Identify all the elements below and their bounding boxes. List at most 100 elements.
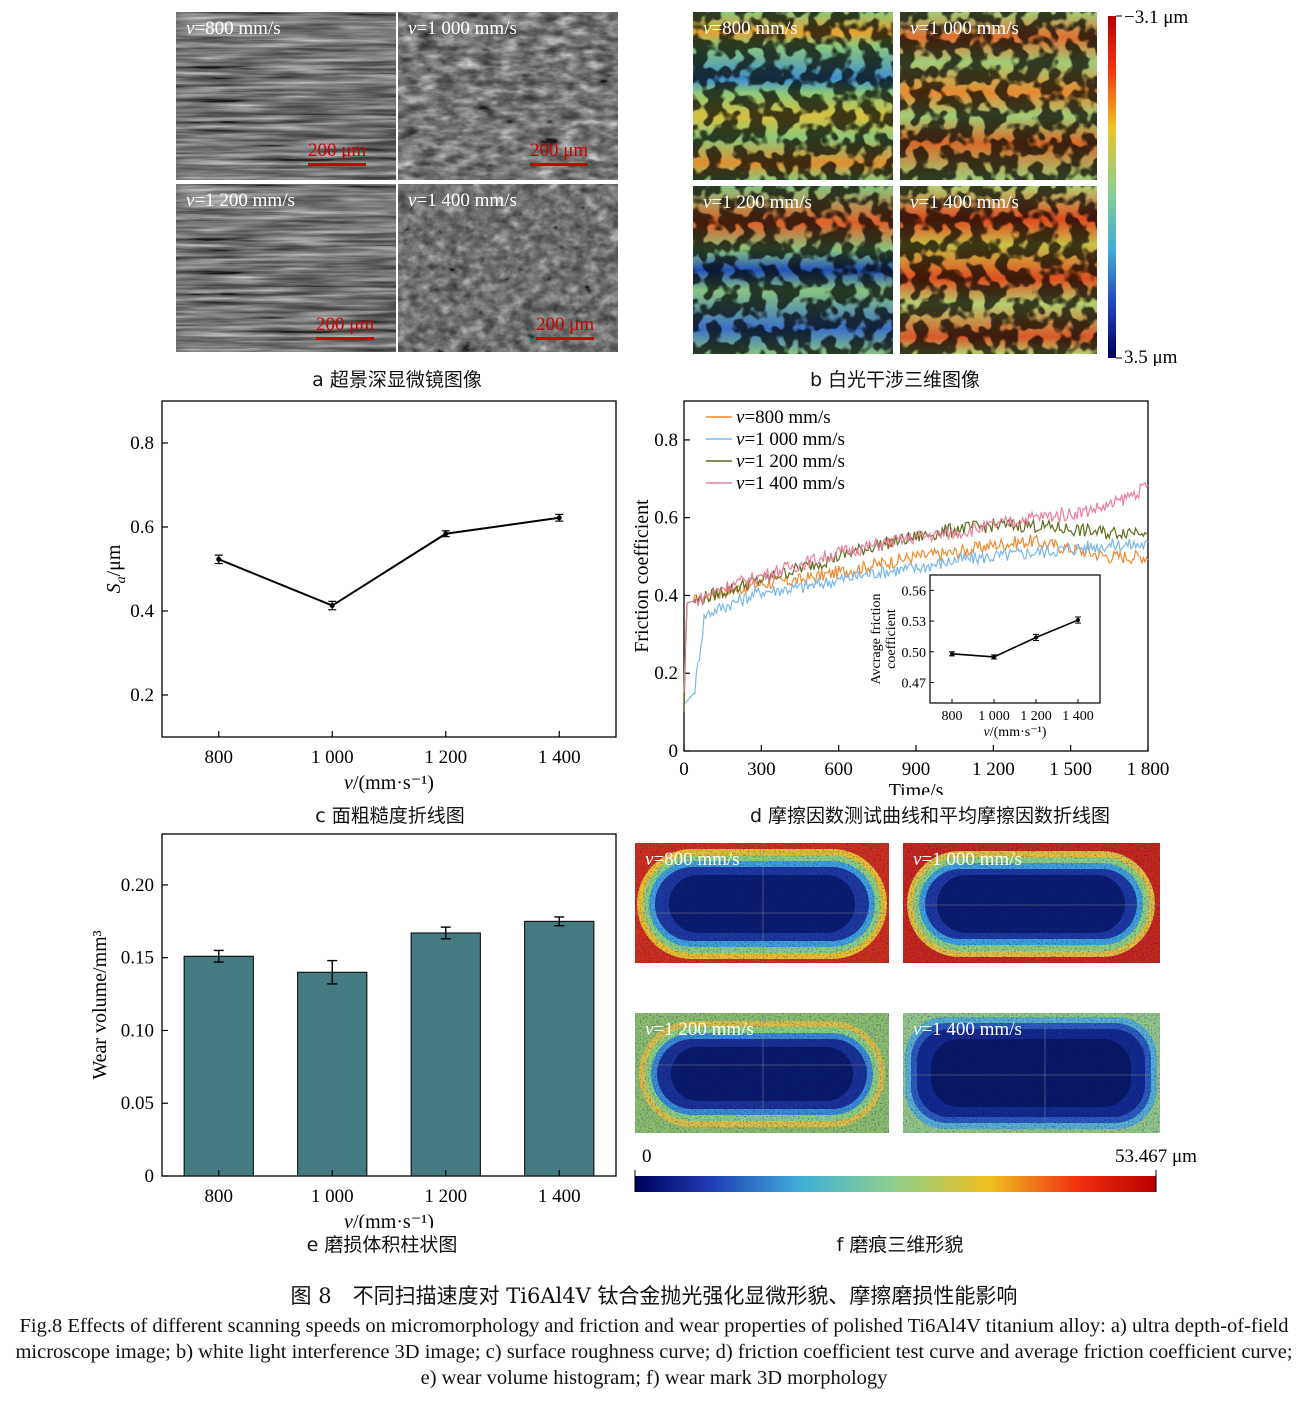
y-tick-label: 0 <box>669 741 679 762</box>
label-part: v <box>913 849 922 870</box>
label-part: /μm <box>103 544 125 576</box>
x-tick-label: 1 800 <box>1127 759 1170 780</box>
caption-e: e 磨损体积柱状图 <box>306 1234 458 1256</box>
wear-mark-1000: v=1 000 mm/s <box>903 843 1160 963</box>
label-part: v <box>736 451 745 472</box>
speed-label: v=1 400 mm/s <box>910 192 1019 214</box>
y-tick-label: 0.10 <box>121 1020 154 1041</box>
speed-label: v=1 000 mm/s <box>913 849 1022 871</box>
label-part: v <box>910 192 919 213</box>
scale-bar: 200 μm <box>536 314 595 340</box>
x-tick-label: 1 200 <box>424 747 467 768</box>
y-tick-label: 0.8 <box>654 430 678 451</box>
bar <box>524 920 595 1177</box>
y-axis-label: Wear volume/mm³ <box>89 930 111 1079</box>
label-part: =1 000 mm/s <box>918 18 1019 39</box>
inset-y-axis-label: Avcrage friction <box>869 593 884 684</box>
speed-label: v=800 mm/s <box>703 18 798 40</box>
inset-x-tick-label: 1 400 <box>1062 709 1094 724</box>
legend-label: v=1 000 mm/s <box>736 429 845 450</box>
micro-image-1200: v=1 200 mm/s 200 μm <box>176 184 396 352</box>
inset-frame <box>929 574 1101 704</box>
legend-label: v=800 mm/s <box>736 407 831 428</box>
inset-data-point <box>992 654 996 659</box>
label-part: v <box>186 18 195 39</box>
y-tick-label: 0.20 <box>121 875 154 896</box>
scale-bar: 200 μm <box>308 140 367 166</box>
caption-f: f 磨痕三维形貌 <box>836 1234 964 1256</box>
y-tick-label: 0.15 <box>121 948 154 969</box>
wear-mark-1200: v=1 200 mm/s <box>635 1013 889 1133</box>
label-part: =800 mm/s <box>194 18 281 39</box>
scale-bar-text: 200 μm <box>530 140 589 161</box>
x-tick-label: 300 <box>747 759 776 780</box>
label-part: v <box>645 849 654 870</box>
colorbar-min-label: 0 <box>642 1146 652 1167</box>
wli-image-1400: v=1 400 mm/s <box>900 186 1097 354</box>
bar <box>297 971 368 1177</box>
inset-y-tick-label: 0.56 <box>902 584 927 599</box>
micro-image-1400: v=1 400 mm/s 200 μm <box>398 184 618 352</box>
label-part: =1 400 mm/s <box>744 473 844 494</box>
label-part: =800 mm/s <box>711 18 798 39</box>
bar <box>410 932 481 1177</box>
speed-label: v=1 000 mm/s <box>910 18 1019 40</box>
scale-bar-text: 200 μm <box>308 140 367 161</box>
scale-bar: 200 μm <box>316 314 375 340</box>
y-tick-label: 0 <box>145 1166 155 1187</box>
label-part: v <box>910 18 919 39</box>
label-part: v <box>408 18 417 39</box>
y-axis-label: Sa/μm <box>103 544 129 593</box>
label-part: v <box>736 429 745 450</box>
inset-x-axis-label: v/(mm·s⁻¹) <box>984 725 1047 740</box>
label-part: =1 200 mm/s <box>711 192 812 213</box>
figure-title-en: Fig.8 Effects of different scanning spee… <box>15 1315 1293 1389</box>
wear-volume-chart: 0 0.05 0.10 0.15 0.20 800 1 000 1 200 1 400 Wear … <box>89 833 617 1228</box>
label-part: v <box>703 18 712 39</box>
label-part: v <box>984 725 991 740</box>
x-tick-label: 1 000 <box>311 747 354 768</box>
scale-bar-text: 200 μm <box>536 314 595 335</box>
data-point <box>216 556 222 562</box>
colorbar-bottom-label: 3.5 μm <box>1124 347 1178 366</box>
friction-chart: 00.20.40.60.80 300 600 900 1 200 1 500 1 800v=… <box>631 400 1170 795</box>
legend-label: v=1 400 mm/s <box>736 473 845 494</box>
x-axis-label: Time/s <box>889 780 944 795</box>
y-tick-label: 0.2 <box>654 663 678 684</box>
colorbar-b: −3.1 μm 3.5 μm <box>1108 7 1188 366</box>
inset-y-tick-label: 0.50 <box>902 646 927 661</box>
label-part: a <box>114 576 129 583</box>
colorbar-f: 0 53.467 μm <box>634 1146 1197 1192</box>
scale-bar: 200 μm <box>530 140 589 166</box>
series-line <box>683 538 1149 705</box>
label-part: S <box>103 583 125 593</box>
label-part: /(mm·s⁻¹) <box>353 772 434 794</box>
wear-mark-1400: v=1 400 mm/s <box>903 1013 1160 1133</box>
speed-label: v=1 200 mm/s <box>703 192 812 214</box>
inset-x-tick-label: 800 <box>942 709 963 724</box>
inset-y-tick-label: 0.53 <box>902 615 927 630</box>
micro-image-1000: v=1 000 mm/s 200 μm <box>398 12 618 180</box>
data-point <box>329 603 335 609</box>
label-part: v <box>703 192 712 213</box>
panel-f: v=800 mm/s v=1 000 mm/s v=1 200 mm/s <box>635 843 1160 1133</box>
label-part: =1 200 mm/s <box>744 451 844 472</box>
data-point <box>443 531 449 537</box>
speed-label: v=800 mm/s <box>186 18 281 40</box>
label-part: =1 200 mm/s <box>653 1019 754 1040</box>
colorbar-max-label: 53.467 μm <box>1115 1146 1197 1167</box>
label-part: v <box>736 407 745 428</box>
x-tick-label: 1 400 <box>538 747 581 768</box>
x-tick-label: 1 200 <box>424 1186 467 1207</box>
x-tick-label: 600 <box>824 759 853 780</box>
label-part: v <box>913 1019 922 1040</box>
legend-label: v=1 200 mm/s <box>736 451 845 472</box>
y-axis-label: Friction coefficient <box>631 499 653 653</box>
caption-a: a 超景深显微镜图像 <box>312 369 482 391</box>
label-part: =800 mm/s <box>744 407 830 428</box>
inset-series-line <box>951 619 1079 658</box>
label-part: v <box>736 473 745 494</box>
label-part: =1 400 mm/s <box>416 190 517 211</box>
series-line <box>218 516 560 607</box>
caption-c: c 面粗糙度折线图 <box>315 805 465 827</box>
